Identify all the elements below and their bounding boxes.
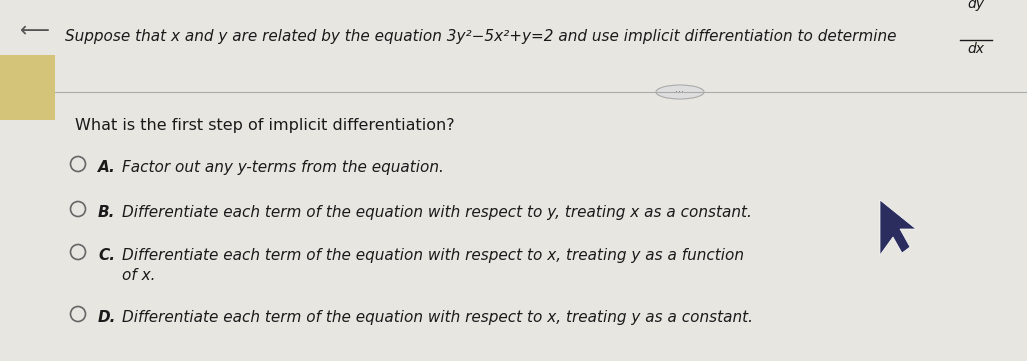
Text: B.: B. <box>98 205 115 220</box>
Text: D.: D. <box>98 310 116 325</box>
Text: ⟵: ⟵ <box>21 21 50 41</box>
Bar <box>0 55 55 120</box>
Text: Differentiate each term of the equation with respect to x, treating y as a funct: Differentiate each term of the equation … <box>122 248 744 283</box>
Text: dy: dy <box>967 0 985 11</box>
Text: Differentiate each term of the equation with respect to y, treating x as a const: Differentiate each term of the equation … <box>122 205 752 220</box>
Text: What is the first step of implicit differentiation?: What is the first step of implicit diffe… <box>75 118 455 133</box>
Text: A.: A. <box>98 160 116 175</box>
Text: ···: ··· <box>676 87 685 97</box>
Text: dx: dx <box>967 42 985 56</box>
Text: Suppose that x and y are related by the equation 3y²−5x²+y=2 and use implicit di: Suppose that x and y are related by the … <box>65 29 897 44</box>
Polygon shape <box>880 200 916 255</box>
Text: Factor out any y-terms from the equation.: Factor out any y-terms from the equation… <box>122 160 444 175</box>
Ellipse shape <box>656 85 703 99</box>
Text: Differentiate each term of the equation with respect to x, treating y as a const: Differentiate each term of the equation … <box>122 310 753 325</box>
Text: C.: C. <box>98 248 115 263</box>
